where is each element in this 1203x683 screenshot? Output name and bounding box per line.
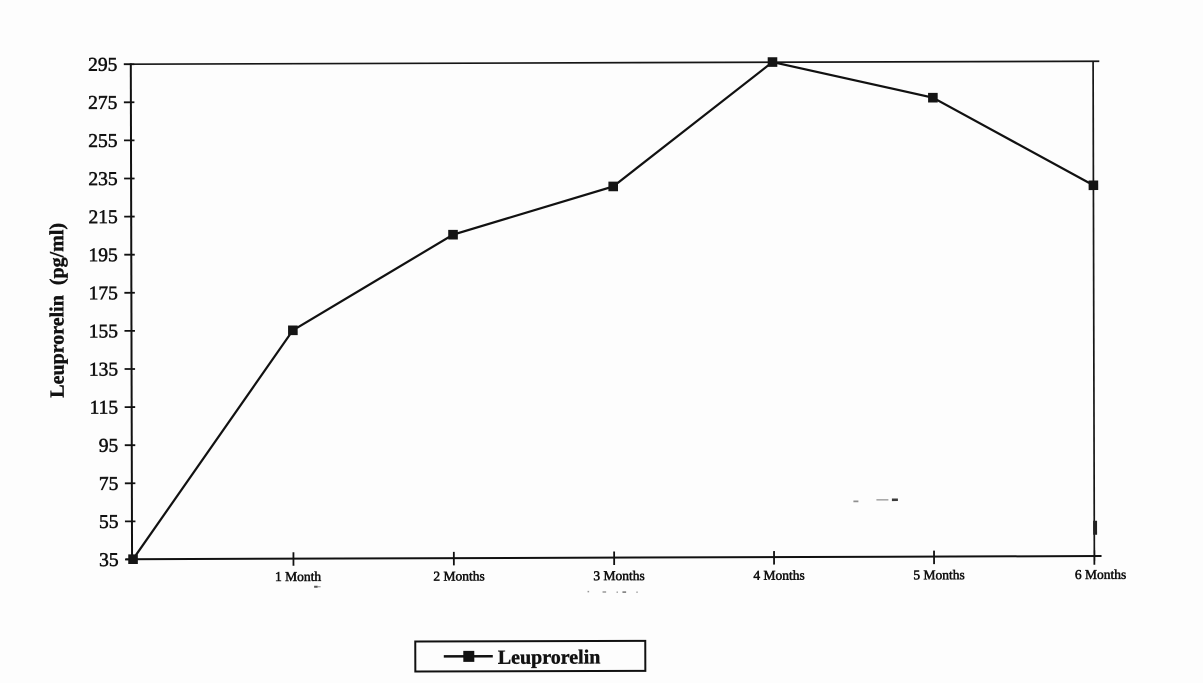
svg-text:235: 235 bbox=[88, 169, 117, 190]
svg-text:55: 55 bbox=[99, 512, 119, 533]
svg-text:275: 275 bbox=[88, 93, 117, 114]
svg-text:155: 155 bbox=[89, 321, 118, 342]
svg-text:2 Months: 2 Months bbox=[433, 568, 484, 583]
svg-text:1 Month: 1 Month bbox=[275, 569, 321, 584]
svg-text:75: 75 bbox=[99, 474, 119, 495]
svg-text:175: 175 bbox=[89, 283, 118, 304]
svg-text:115: 115 bbox=[90, 398, 119, 419]
svg-text:35: 35 bbox=[99, 550, 119, 571]
svg-text:Leuprorelin (pg/ml): Leuprorelin (pg/ml) bbox=[46, 223, 68, 398]
svg-text:5 Months: 5 Months bbox=[913, 567, 964, 582]
svg-text:4 Months: 4 Months bbox=[753, 568, 804, 583]
svg-text:95: 95 bbox=[99, 436, 119, 457]
svg-text:255: 255 bbox=[88, 131, 117, 152]
svg-text:295: 295 bbox=[88, 55, 117, 76]
svg-text:6 Months: 6 Months bbox=[1075, 567, 1126, 582]
svg-text:215: 215 bbox=[88, 207, 117, 228]
svg-text:Leuprorelin: Leuprorelin bbox=[498, 647, 601, 669]
svg-text:195: 195 bbox=[89, 245, 118, 266]
svg-text:3 Months: 3 Months bbox=[593, 568, 644, 583]
svg-text:135: 135 bbox=[89, 360, 118, 381]
